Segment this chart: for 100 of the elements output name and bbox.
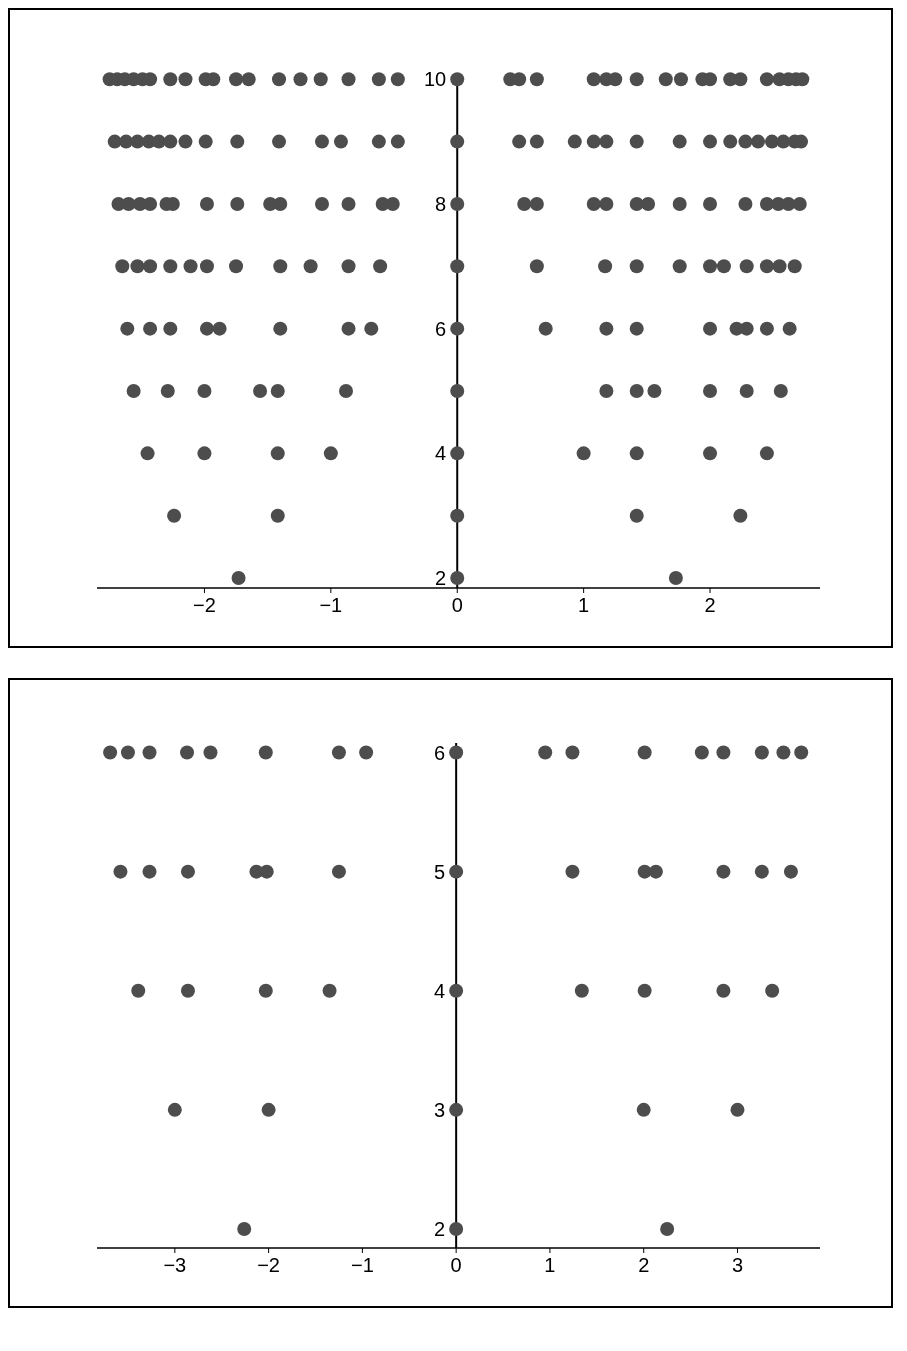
point [341,259,356,274]
point [131,983,146,998]
y-tick-label: 6 [434,741,446,764]
point [203,745,218,760]
point [390,134,405,149]
point [739,259,754,274]
point [322,983,337,998]
point [673,72,688,87]
point [143,259,158,274]
point [660,1221,675,1236]
point [538,321,553,336]
point [586,134,601,149]
point [733,72,748,87]
point [449,983,464,998]
y-tick-label: 2 [434,1217,446,1240]
point [450,321,465,336]
point [199,321,214,336]
point [385,196,400,211]
point [703,259,718,274]
point [529,72,544,87]
point [598,259,613,274]
point [230,134,245,149]
point [371,72,386,87]
point [787,259,802,274]
point [772,259,787,274]
x-tick-label: 2 [638,1254,650,1276]
point [637,745,652,760]
point [450,508,465,523]
point [253,383,268,398]
point [672,259,687,274]
point [120,321,135,336]
point [373,259,388,274]
point [759,446,774,461]
point [272,72,287,87]
point [599,134,614,149]
point [197,383,212,398]
point [629,508,644,523]
point [273,196,288,211]
x-tick-label: −2 [193,594,216,616]
point [703,321,718,336]
y-tick-label: 10 [423,68,447,91]
point [586,196,601,211]
y-tick-label: 4 [435,442,447,465]
point [450,383,465,398]
point [261,1102,276,1117]
point [629,134,644,149]
point [142,745,157,760]
point [390,72,405,87]
y-tick-label: 2 [435,567,447,590]
point [167,1102,182,1117]
point [586,72,601,87]
point [449,1102,464,1117]
point [142,864,157,879]
point [331,864,346,879]
point [270,508,285,523]
point [782,321,797,336]
point [703,446,718,461]
point [723,134,738,149]
point [314,196,329,211]
point [783,864,798,879]
y-tick-label: 5 [434,860,446,883]
point [341,321,356,336]
y-tick-label: 6 [435,317,447,340]
point [231,571,246,586]
x-tick-label: −2 [257,1254,281,1276]
point [163,134,178,149]
point [126,383,141,398]
point [163,321,178,336]
x-tick-label: −3 [163,1254,187,1276]
point [733,508,748,523]
point [781,196,796,211]
point [739,321,754,336]
point [759,72,774,87]
point [180,983,195,998]
point [794,745,809,760]
point [180,864,195,879]
point [450,196,465,211]
point [754,745,769,760]
point [608,72,623,87]
point [738,134,753,149]
point [314,134,329,149]
point [754,864,769,879]
point [730,1102,745,1117]
x-tick-label: −1 [319,594,343,616]
point [119,134,134,149]
x-tick-label: 1 [578,594,590,616]
point [529,134,544,149]
point [341,72,356,87]
point [565,745,580,760]
x-tick-label: 0 [451,594,463,616]
point [716,864,731,879]
point [703,196,718,211]
point [764,134,779,149]
point [199,196,214,211]
point [574,983,589,998]
point [449,1221,464,1236]
point [739,383,754,398]
point [637,983,652,998]
point [341,196,356,211]
point [776,745,791,760]
